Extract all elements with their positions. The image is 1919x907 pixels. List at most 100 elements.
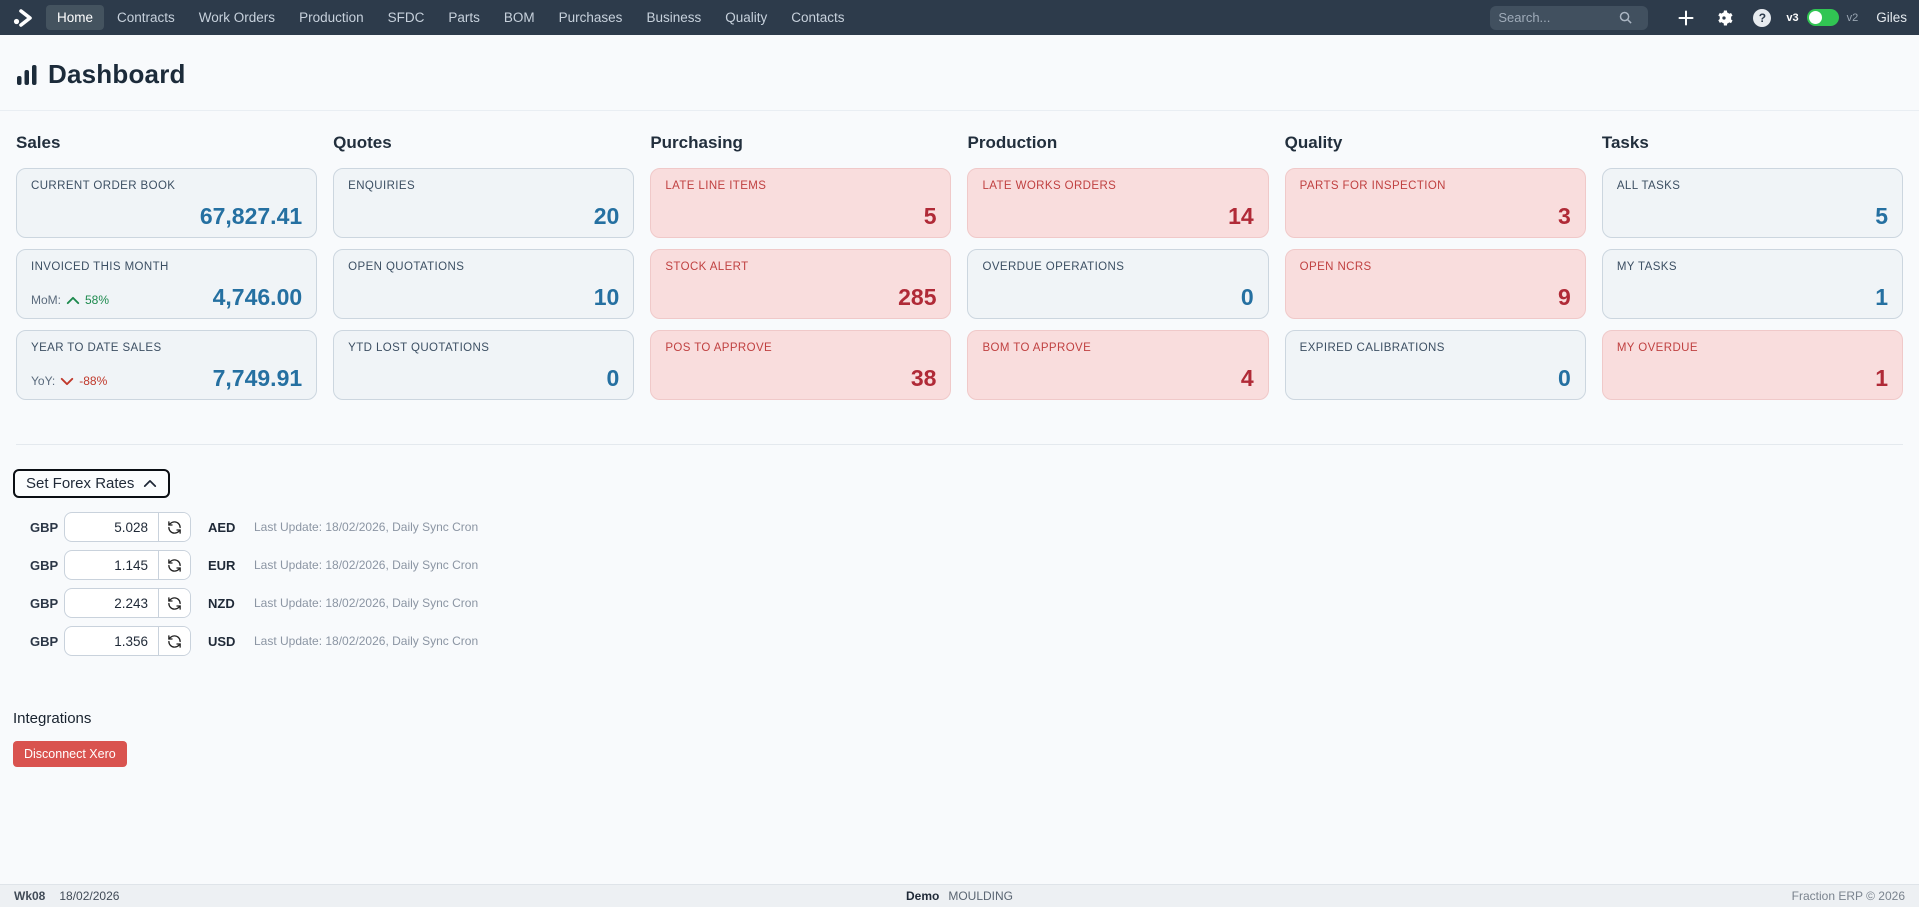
target-currency-label: USD [208,633,236,649]
card-label: OPEN QUOTATIONS [348,261,465,273]
nav-item-business[interactable]: Business [646,10,702,25]
kpi-card-late-line-items[interactable]: LATE LINE ITEMS 5 [650,168,952,238]
card-label: OPEN NCRS [1299,261,1372,273]
card-value: 67,827.41 [199,203,303,229]
column-quality: Quality PARTS FOR INSPECTION 3 OPEN NCRS… [1284,133,1586,411]
forex-row-aed: GBP AED Last Update: 18/02/2026, Daily S… [30,512,1919,542]
nav-item-contacts[interactable]: Contacts [791,10,845,25]
rate-input-eur[interactable] [65,551,158,579]
nav-item-parts[interactable]: Parts [448,10,480,25]
nav-item-production[interactable]: Production [299,10,364,25]
card-value: 38 [910,365,937,391]
forex-row-nzd: GBP NZD Last Update: 18/02/2026, Daily S… [30,588,1919,618]
version-v3-label: v3 [1786,11,1799,24]
kpi-card-ytd-lost-quotations[interactable]: YTD LOST QUOTATIONS 0 [333,330,635,400]
search-icon [1618,10,1633,25]
card-label: YEAR TO DATE SALES [31,342,162,354]
column-production: Production LATE WORKS ORDERS 14 OVERDUE … [967,133,1269,411]
kpi-card-overdue-operations[interactable]: OVERDUE OPERATIONS 0 [967,249,1269,319]
forex-rates-list: GBP AED Last Update: 18/02/2026, Daily S… [0,512,1919,656]
card-label: OVERDUE OPERATIONS [982,261,1125,273]
kpi-card-current-order-book[interactable]: CURRENT ORDER BOOK 67,827.41 [16,168,318,238]
card-label: ALL TASKS [1616,180,1681,192]
card-value: 14 [1228,203,1254,229]
kpi-card-open-quotations[interactable]: OPEN QUOTATIONS 10 [333,249,635,319]
nav-item-purchases[interactable]: Purchases [558,10,623,25]
base-currency-label: GBP [30,595,59,611]
section-divider [16,444,1903,445]
search-input[interactable] [1498,10,1619,25]
card-value: 5 [923,203,937,229]
trend-mom: MoM: 58% [31,293,110,307]
nav-item-sfdc[interactable]: SFDC [387,10,425,25]
user-menu[interactable]: Giles [1876,10,1907,25]
kpi-card-stock-alert[interactable]: STOCK ALERT 285 [650,249,952,319]
kpi-card-parts-for-inspection[interactable]: PARTS FOR INSPECTION 3 [1284,168,1586,238]
kpi-card-my-tasks[interactable]: MY TASKS 1 [1601,249,1903,319]
kpi-card-late-works-orders[interactable]: LATE WORKS ORDERS 14 [967,168,1269,238]
card-label: MY TASKS [1616,261,1677,273]
column-title: Sales [16,133,61,152]
nav-item-quality[interactable]: Quality [725,10,768,25]
refresh-rate-button[interactable] [158,627,190,655]
kpi-card-year-to-date-sales[interactable]: YEAR TO DATE SALES YoY: -88% 7,749.91 [16,330,318,400]
card-value: 0 [1558,365,1571,391]
add-plus-icon[interactable] [1677,9,1695,27]
status-footer: Wk08 18/02/2026 Demo MOULDING Fraction E… [0,884,1919,907]
rate-input-aed[interactable] [65,513,158,541]
card-value: 1 [1875,365,1888,391]
caret-down-icon [60,377,74,386]
card-value: 285 [898,284,937,310]
kpi-card-all-tasks[interactable]: ALL TASKS 5 [1601,168,1903,238]
nav-item-contracts[interactable]: Contracts [117,10,175,25]
footer-week-date: Wk08 18/02/2026 [14,889,119,903]
kpi-card-invoiced-this-month[interactable]: INVOICED THIS MONTH MoM: 58% 4,746.00 [16,249,318,319]
card-label: PARTS FOR INSPECTION [1299,180,1446,192]
card-value: 20 [593,203,620,229]
column-sales: Sales CURRENT ORDER BOOK 67,827.41 INVOI… [16,133,318,411]
card-label: BOM TO APPROVE [982,342,1092,354]
nav-item-home[interactable]: Home [46,5,105,30]
rate-input-nzd[interactable] [65,589,158,617]
version-toggle[interactable] [1806,9,1839,26]
footer-date: 18/02/2026 [59,889,120,903]
card-value: 7,749.91 [212,365,303,391]
card-label: ENQUIRIES [348,180,416,192]
refresh-rate-button[interactable] [158,513,190,541]
nav-item-bom[interactable]: BOM [503,10,535,25]
card-label: POS TO APPROVE [665,342,773,354]
rate-input-usd[interactable] [65,627,158,655]
refresh-rate-button[interactable] [158,589,190,617]
column-quotes: Quotes ENQUIRIES 20 OPEN QUOTATIONS 10 Y… [333,133,635,411]
nav-item-work-orders[interactable]: Work Orders [198,10,276,25]
kpi-card-bom-to-approve[interactable]: BOM TO APPROVE 4 [967,330,1269,400]
kpi-card-pos-to-approve[interactable]: POS TO APPROVE 38 [650,330,952,400]
kpi-card-my-overdue[interactable]: MY OVERDUE 1 [1601,330,1903,400]
top-navbar: Home Contracts Work Orders Production SF… [0,0,1919,35]
kpi-card-expired-calibrations[interactable]: EXPIRED CALIBRATIONS 0 [1284,330,1586,400]
base-currency-label: GBP [30,519,59,535]
target-currency-label: EUR [208,557,236,573]
column-title: Quality [1284,133,1343,152]
kpi-dashboard: Sales CURRENT ORDER BOOK 67,827.41 INVOI… [0,111,1919,411]
kpi-card-open-ncrs[interactable]: OPEN NCRS 9 [1284,249,1586,319]
app-logo-icon[interactable] [12,7,34,29]
card-label: EXPIRED CALIBRATIONS [1299,342,1445,354]
card-value: 0 [606,365,620,391]
column-title: Quotes [333,133,392,152]
gear-icon[interactable] [1715,9,1733,27]
card-value: 0 [1240,284,1254,310]
card-value: 9 [1558,284,1571,310]
card-label: STOCK ALERT [665,261,749,273]
global-search [1490,5,1649,30]
set-forex-rates-button[interactable]: Set Forex Rates [13,469,171,498]
kpi-card-enquiries[interactable]: ENQUIRIES 20 [333,168,635,238]
card-label: INVOICED THIS MONTH [31,261,169,273]
card-label: LATE LINE ITEMS [665,180,767,192]
integrations-title: Integrations [13,710,92,727]
refresh-rate-button[interactable] [158,551,190,579]
forex-row-usd: GBP USD Last Update: 18/02/2026, Daily S… [30,626,1919,656]
base-currency-label: GBP [30,633,59,649]
disconnect-xero-button[interactable]: Disconnect Xero [13,741,127,767]
help-icon[interactable]: ? [1753,8,1772,27]
